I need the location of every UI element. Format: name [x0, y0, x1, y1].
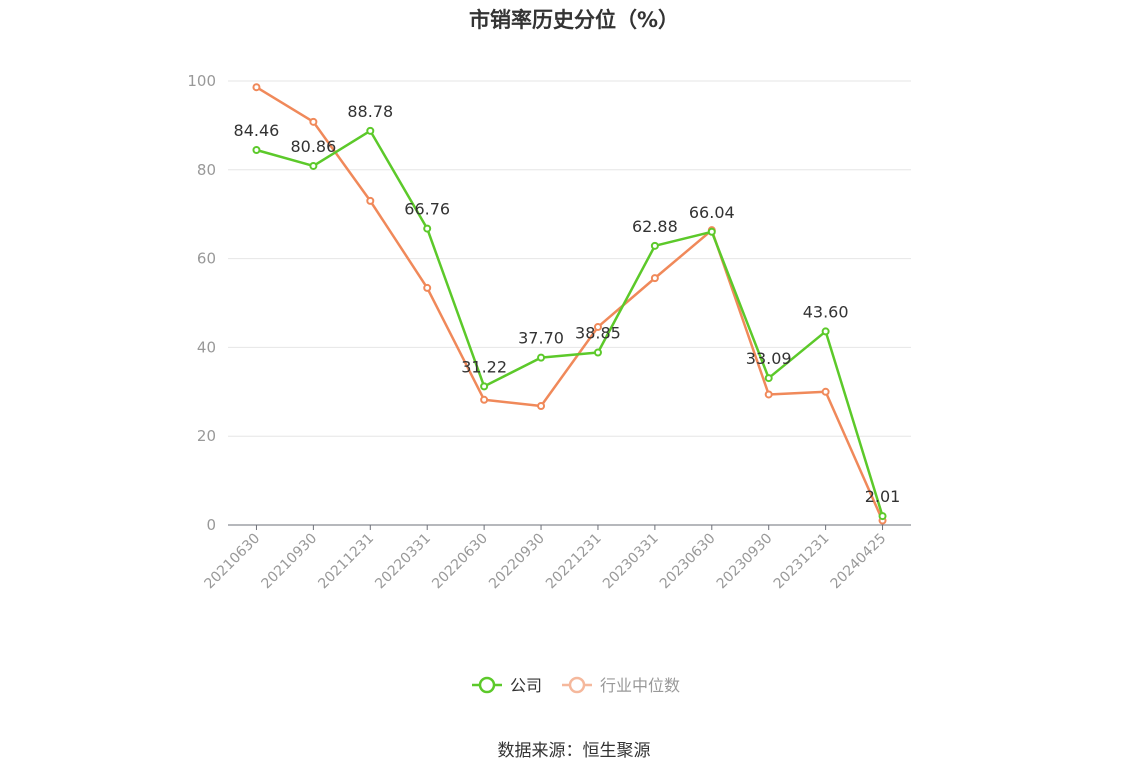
data-point[interactable]: [252, 83, 261, 92]
x-tick-label: 20230630: [657, 531, 719, 593]
y-tick-label: 60: [197, 250, 216, 268]
data-point[interactable]: [764, 390, 773, 399]
x-tick-label: 20240425: [828, 531, 890, 593]
data-point[interactable]: [423, 283, 432, 292]
data-label: 43.60: [803, 302, 849, 321]
y-tick-label: 20: [197, 427, 216, 445]
data-point[interactable]: [537, 402, 546, 411]
data-point[interactable]: [480, 382, 489, 391]
x-tick-label: 20210930: [258, 531, 320, 593]
grid-lines: [228, 80, 911, 437]
data-label: 66.76: [404, 200, 450, 219]
data-point[interactable]: [764, 374, 773, 383]
x-tick-label: 20220930: [486, 531, 548, 593]
x-tick-label: 20231231: [771, 531, 833, 593]
series-lines: [252, 83, 887, 525]
data-point[interactable]: [650, 274, 659, 283]
data-point[interactable]: [252, 145, 261, 154]
x-tick-label: 20211231: [315, 531, 377, 593]
x-tick-label: 20230331: [600, 531, 662, 593]
y-tick-label: 0: [206, 516, 216, 534]
data-point[interactable]: [593, 348, 602, 357]
data-label: 2.01: [865, 487, 901, 506]
chart-title: 市销率历史分位（%）: [468, 8, 680, 32]
data-label: 88.78: [347, 102, 393, 121]
data-point[interactable]: [480, 395, 489, 404]
legend-marker: [568, 676, 586, 694]
legend-label: 行业中位数: [600, 676, 680, 695]
legend-item[interactable]: 行业中位数: [562, 676, 680, 695]
data-label: 37.70: [518, 329, 564, 348]
data-label: 84.46: [234, 121, 280, 140]
x-tick-label: 20220630: [429, 531, 491, 593]
series-line: [256, 129, 884, 517]
data-point[interactable]: [366, 126, 375, 135]
data-label: 38.85: [575, 324, 621, 343]
data-label: 80.86: [290, 137, 336, 156]
data-point[interactable]: [650, 241, 659, 250]
data-point[interactable]: [423, 224, 432, 233]
y-tick-label: 100: [187, 72, 216, 90]
data-label: 66.04: [689, 203, 735, 222]
source-note: 数据来源：恒生聚源: [497, 741, 651, 761]
data-point[interactable]: [821, 387, 830, 396]
y-tick-label: 40: [197, 338, 216, 356]
data-label: 33.09: [746, 349, 792, 368]
legend-item[interactable]: 公司: [472, 676, 542, 695]
data-point[interactable]: [309, 117, 318, 126]
data-point[interactable]: [821, 327, 830, 336]
data-point[interactable]: [309, 161, 318, 170]
data-label: 31.22: [461, 357, 507, 376]
data-labels: 84.46 80.86 88.78 66.76 31.22 37.70 38.85 62.88…: [234, 102, 901, 506]
data-point[interactable]: [593, 322, 602, 331]
x-tick-label: 20220331: [372, 531, 434, 593]
data-point[interactable]: [366, 196, 375, 205]
legend-marker: [478, 676, 496, 694]
legend[interactable]: 公司 行业中位数: [472, 676, 680, 695]
data-point[interactable]: [537, 353, 546, 362]
y-tick-label: 80: [197, 161, 216, 179]
data-label: 62.88: [632, 217, 678, 236]
legend-label: 公司: [510, 676, 542, 695]
x-tick-label: 20221231: [543, 531, 605, 593]
data-point[interactable]: [707, 227, 716, 236]
series-line: [255, 86, 884, 522]
x-tick-label: 20210630: [202, 531, 264, 593]
data-point[interactable]: [878, 512, 887, 521]
x-tick-label: 20230930: [714, 531, 776, 593]
